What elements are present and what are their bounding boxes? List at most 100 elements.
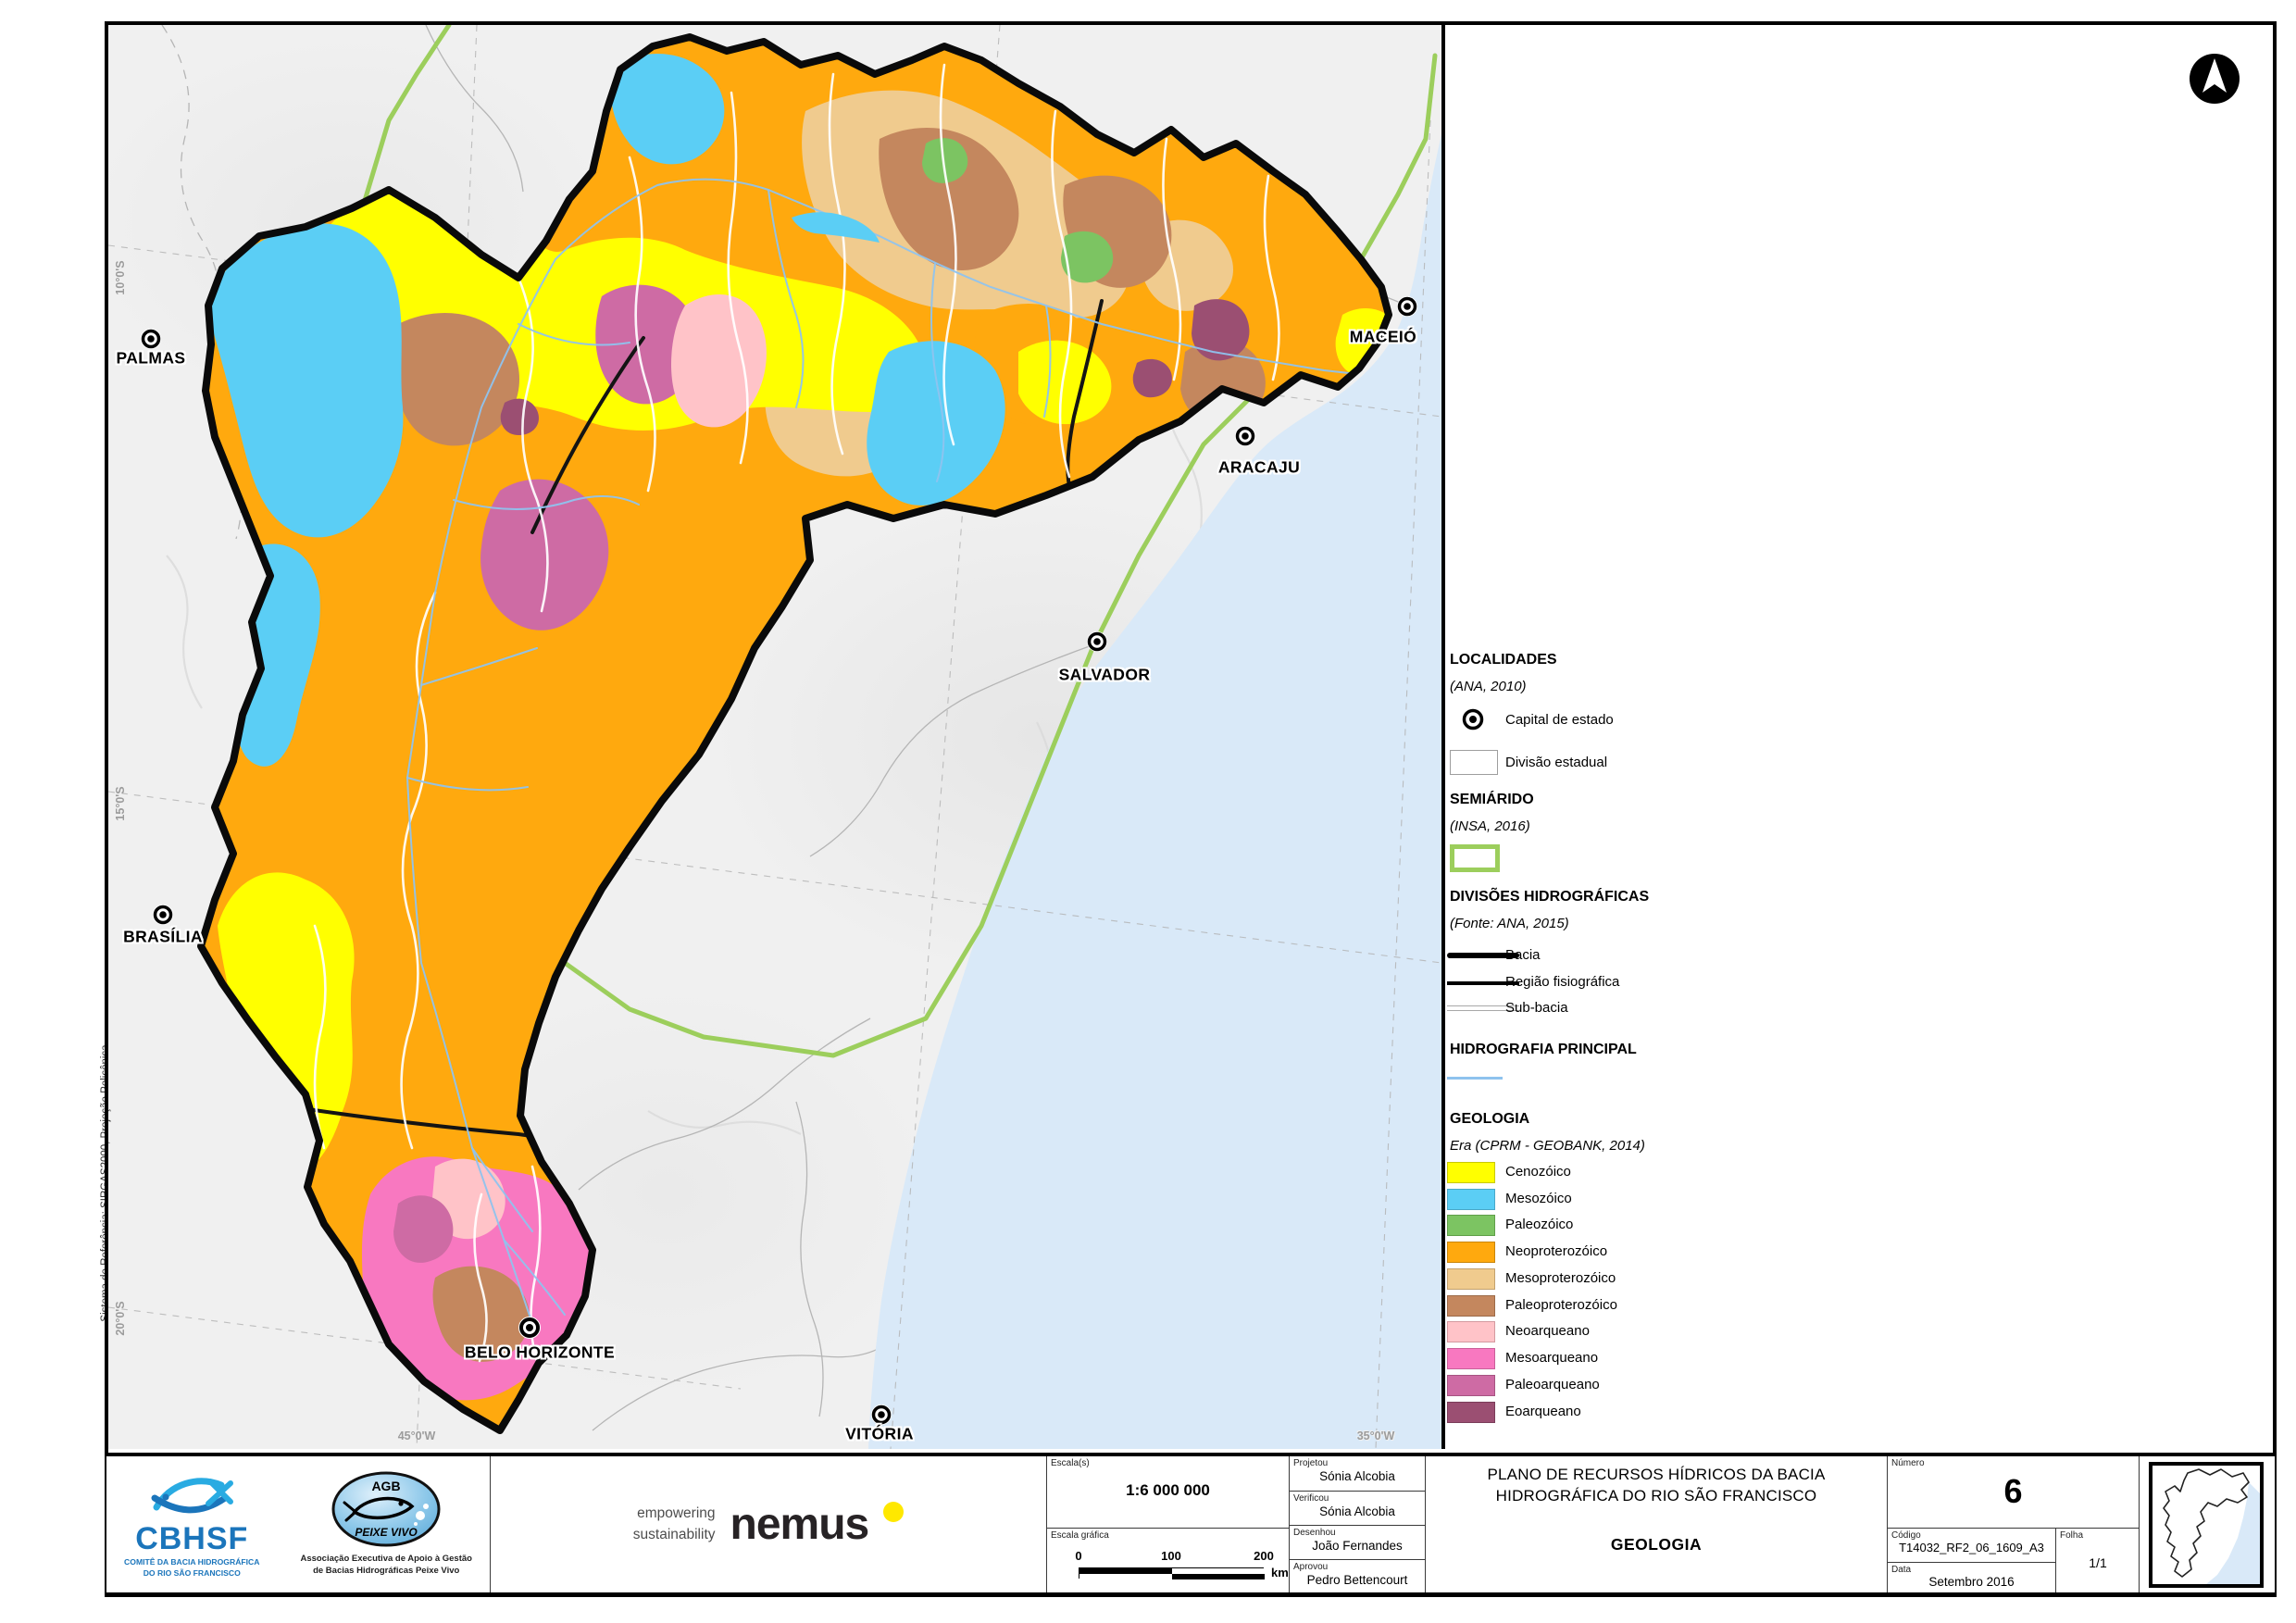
inset-map-graphic — [2163, 1468, 2260, 1584]
capital-icon — [1462, 708, 1484, 730]
era-swatch-mesoarqueano — [1447, 1348, 1495, 1369]
agb-peixe-vivo-logo: AGB PEIXE VIVO Associação Executiva de A… — [300, 1471, 472, 1578]
folha-value: 1/1 — [2089, 1555, 2107, 1570]
era-label-paleozoico: Paleozóico — [1505, 1217, 1574, 1232]
era-label-neoproterozoico: Neoproterozóico — [1505, 1243, 1608, 1259]
folha-box: Folha 1/1 — [2055, 1528, 2140, 1592]
folha-label: Folha — [2060, 1530, 2084, 1541]
nemus-dot-icon — [883, 1501, 905, 1522]
city-label-salvador: SALVADOR — [1058, 665, 1151, 684]
map-title-cell: PLANO DE RECURSOS HÍDRICOS DA BACIA HIDR… — [1425, 1456, 1887, 1592]
agb-fish-icon: AGB PEIXE VIVO — [331, 1471, 441, 1547]
title-block: CBHSF COMITÊ DA BACIA HIDROGRÁFICA DO RI… — [105, 1454, 2277, 1597]
nemus-cell: empowering sustainability nemus — [490, 1456, 1046, 1592]
city-marker-salvador — [1087, 631, 1107, 652]
scalebar-tick-100: 100 — [1161, 1549, 1181, 1563]
nemus-wordmark: nemus — [730, 1499, 870, 1549]
era-swatch-mesozoico — [1447, 1189, 1495, 1210]
era-swatch-neoproterozoico — [1447, 1242, 1495, 1263]
regiao-line-swatch — [1447, 981, 1519, 985]
data-box: Data Setembro 2016 — [1888, 1562, 2055, 1592]
logos-cell: CBHSF COMITÊ DA BACIA HIDROGRÁFICA DO RI… — [106, 1456, 490, 1592]
city-marker-brasilia — [153, 905, 173, 925]
rivers — [406, 178, 1366, 1325]
city-label-vitoria: VITÓRIA — [845, 1424, 914, 1443]
nemus-tagline-2: sustainability — [632, 1526, 716, 1542]
scalebar — [1079, 1567, 1265, 1579]
escala-cell: Escala(s) 1:6 000 000 Escala gráfica 0 1… — [1046, 1456, 1289, 1592]
era-swatch-paleoarqueano — [1447, 1375, 1495, 1396]
data-label: Data — [1891, 1565, 1912, 1575]
era-label-paleoarqueano: Paleoarqueano — [1505, 1377, 1600, 1392]
escala-grafica-box: Escala gráfica 0 100 200 km — [1047, 1528, 1289, 1592]
atlantic-ocean — [868, 134, 1441, 1449]
era-label-mesoproterozoico: Mesoproterozóico — [1505, 1270, 1616, 1286]
lat-label-20s: 20°0'S — [114, 1301, 127, 1336]
city-marker-palmas — [141, 329, 161, 349]
map-title-line2: HIDROGRÁFICA DO RIO SÃO FRANCISCO — [1495, 1487, 1817, 1504]
legend-divisoes-title: DIVISÕES HIDROGRÁFICAS — [1450, 889, 1650, 905]
era-label-paleoproterozoico: Paleoproterozóico — [1505, 1297, 1617, 1313]
numero-value: 6 — [2003, 1472, 2023, 1510]
credit-verificou: Verificou Sónia Alcobia — [1290, 1491, 1425, 1525]
era-label-mesoarqueano: Mesoarqueano — [1505, 1350, 1599, 1366]
legend-localidades-source: (ANA, 2010) — [1450, 679, 1527, 694]
era-label-mesozoico: Mesozóico — [1505, 1191, 1572, 1206]
escala-label: Escala(s) — [1051, 1458, 1090, 1468]
svg-text:AGB: AGB — [372, 1479, 401, 1493]
era-swatch-neoarqueano — [1447, 1321, 1495, 1342]
map-legend-divider — [1441, 25, 1445, 1449]
city-label-palmas: PALMAS — [116, 348, 186, 368]
sobradinho-reservoir — [792, 212, 880, 243]
lon-label-40w: 40°0'W — [871, 1429, 910, 1442]
legend-divisao-label: Divisão estadual — [1505, 755, 1608, 770]
city-marker-vitoria — [871, 1405, 892, 1425]
codigo-box: Código T14032_RF2_06_1609_A3 — [1888, 1528, 2055, 1562]
credit-role: Projetou — [1293, 1458, 1329, 1468]
numero-label: Número — [1891, 1458, 1925, 1468]
legend-bacia-label: Bacia — [1505, 947, 1541, 963]
city-marker-maceio — [1397, 296, 1417, 317]
legend-semiarido-title: SEMIÁRIDO — [1450, 792, 1534, 807]
cbhsf-acronym: CBHSF — [135, 1521, 249, 1557]
svg-text:PEIXE VIVO: PEIXE VIVO — [356, 1526, 418, 1539]
inset-cell — [2139, 1456, 2275, 1592]
codigo-label: Código — [1891, 1530, 1921, 1541]
city-label-maceio: MACEIÓ — [1349, 327, 1417, 346]
city-marker-belo-horizonte — [518, 1317, 541, 1339]
era-swatch-mesoproterozoico — [1447, 1268, 1495, 1290]
credit-name: Sónia Alcobia — [1319, 1469, 1395, 1483]
map-canvas — [108, 25, 1441, 1449]
semiarido-swatch — [1450, 844, 1500, 872]
credit-name: João Fernandes — [1312, 1539, 1403, 1553]
nemus-tagline-1: empowering — [637, 1505, 716, 1522]
credit-role: Verificou — [1293, 1493, 1329, 1504]
lon-label-35w: 35°0'W — [1356, 1429, 1395, 1442]
era-swatch-paleoproterozoico — [1447, 1295, 1495, 1317]
era-swatch-cenozoico — [1447, 1162, 1495, 1183]
codigo-value: T14032_RF2_06_1609_A3 — [1899, 1541, 2044, 1554]
cbhsf-caption-2: DO RIO SÃO FRANCISCO — [143, 1567, 241, 1578]
nemus-tagline: empowering sustainability — [633, 1504, 716, 1545]
map-viewport — [108, 25, 1441, 1449]
scalebar-unit: km — [1271, 1566, 1289, 1579]
agb-caption-2: de Bacias Hidrográficas Peixe Vivo — [313, 1566, 460, 1576]
legend-regiao-label: Região fisiográfica — [1505, 974, 1620, 990]
era-swatch-paleozoico — [1447, 1215, 1495, 1236]
escala-grafica-label: Escala gráfica — [1051, 1530, 1109, 1541]
escala-value: 1:6 000 000 — [1126, 1481, 1210, 1499]
era-swatch-eoarqueano — [1447, 1402, 1495, 1423]
legend-geologia-title: GEOLOGIA — [1450, 1111, 1530, 1127]
cbhsf-caption-1: COMITÊ DA BACIA HIDROGRÁFICA — [124, 1557, 260, 1567]
city-marker-aracaju — [1235, 426, 1255, 446]
numero-box: Número 6 — [1888, 1456, 2139, 1528]
legend-geologia-source: Era (CPRM - GEOBANK, 2014) — [1450, 1138, 1645, 1154]
scalebar-tick-200: 200 — [1254, 1549, 1274, 1563]
north-arrow-icon — [2190, 54, 2240, 104]
bacia-line-swatch — [1447, 953, 1519, 958]
era-label-cenozoico: Cenozóico — [1505, 1164, 1571, 1180]
city-label-aracaju: ARACAJU — [1217, 457, 1301, 477]
lon-label-45w: 45°0'W — [397, 1429, 436, 1442]
cbhsf-fish-icon — [151, 1478, 234, 1514]
cbhsf-logo: CBHSF COMITÊ DA BACIA HIDROGRÁFICA DO RI… — [124, 1470, 259, 1578]
